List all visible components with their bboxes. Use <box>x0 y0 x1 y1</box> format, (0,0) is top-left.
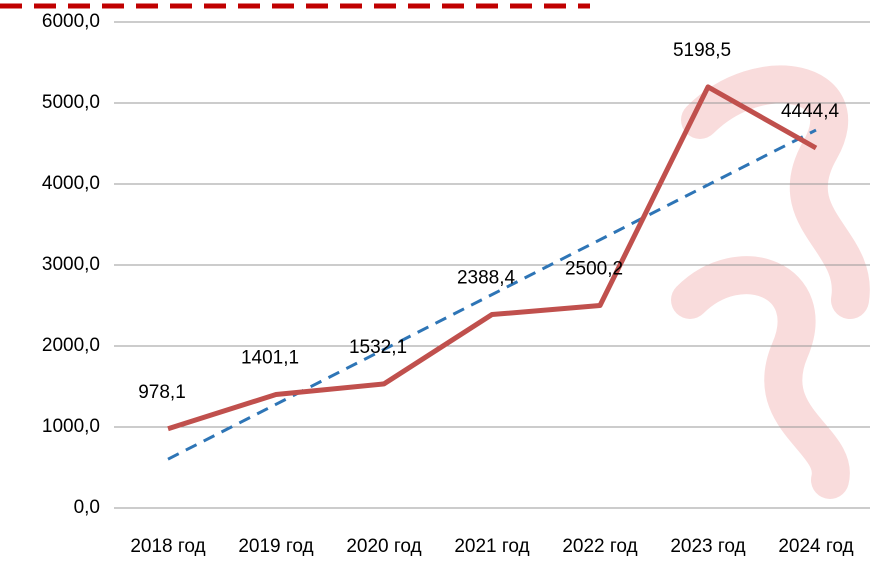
y-tick-label: 5000,0 <box>42 92 100 113</box>
data-label: 5198,5 <box>673 40 731 61</box>
x-tick-label: 2018 год <box>130 536 205 557</box>
watermark <box>690 84 851 480</box>
data-label: 2500,2 <box>565 258 623 279</box>
y-tick-label: 4000,0 <box>42 173 100 194</box>
x-tick-label: 2024 год <box>778 536 853 557</box>
data-label: 2388,4 <box>457 268 516 289</box>
data-label: 978,1 <box>138 382 186 403</box>
y-tick-label: 6000,0 <box>42 11 100 32</box>
x-tick-label: 2022 год <box>562 536 637 557</box>
chart: 0,0 1000,0 2000,0 3000,0 4000,0 5000,0 6000,0 2… <box>0 0 875 562</box>
data-label: 1532,1 <box>349 337 407 358</box>
y-tick-label: 0,0 <box>74 497 100 518</box>
data-line <box>168 87 816 429</box>
data-label: 4444,4 <box>781 101 840 122</box>
y-tick-label: 2000,0 <box>42 335 100 356</box>
x-tick-label: 2019 год <box>238 536 313 557</box>
x-tick-label: 2023 год <box>670 536 745 557</box>
y-tick-label: 3000,0 <box>42 254 100 275</box>
x-tick-label: 2020 год <box>346 536 421 557</box>
data-label: 1401,1 <box>241 348 299 369</box>
x-tick-label: 2021 год <box>454 536 529 557</box>
y-tick-label: 1000,0 <box>42 416 100 437</box>
